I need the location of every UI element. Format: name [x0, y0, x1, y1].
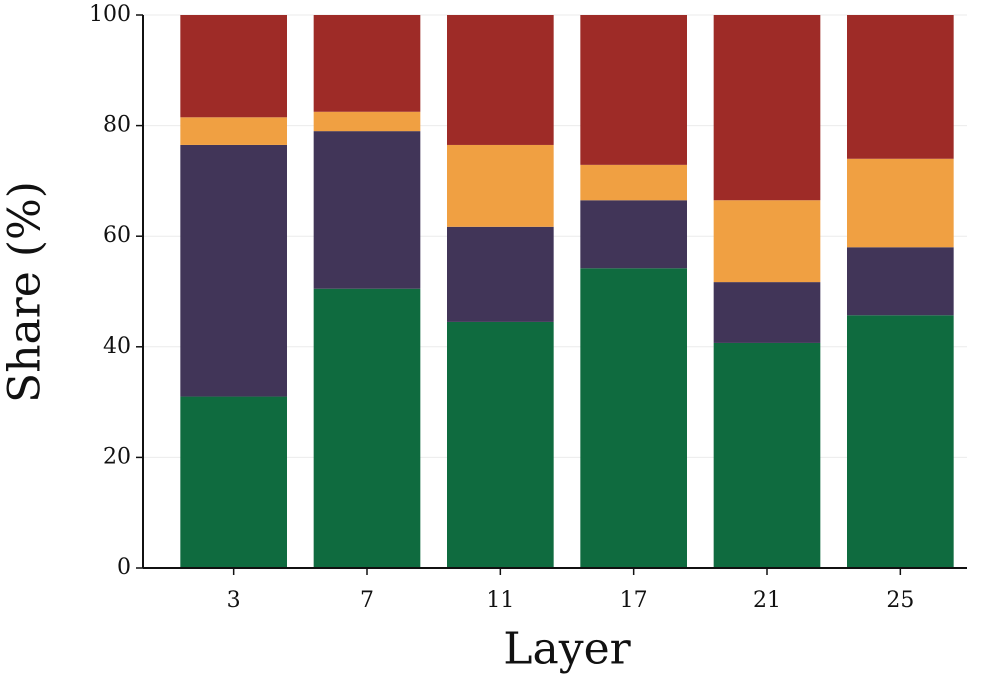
- x-tick-label: 21: [753, 588, 781, 613]
- bar-segment: [580, 164, 687, 201]
- y-tick-label: 100: [89, 2, 131, 27]
- bar-segment: [447, 144, 554, 227]
- y-tick-label: 0: [117, 555, 131, 580]
- y-tick-label: 60: [103, 223, 131, 248]
- bar-segment: [847, 15, 954, 159]
- bar-segment: [847, 158, 954, 248]
- x-tick-label: 25: [886, 588, 914, 613]
- bar-segment: [580, 15, 687, 165]
- bar-segment: [713, 200, 821, 283]
- bar-segment: [313, 288, 421, 568]
- bar-segment: [447, 226, 554, 322]
- x-tick-label: 11: [486, 588, 514, 613]
- x-tick-label: 7: [360, 588, 374, 613]
- bar-segment: [447, 321, 554, 568]
- y-tick-label: 80: [103, 113, 131, 138]
- bar-segment: [713, 342, 821, 568]
- bar-segment: [580, 268, 687, 568]
- bar-segment: [580, 200, 687, 269]
- bar-segment: [313, 15, 421, 112]
- bar-segment: [180, 15, 287, 118]
- x-tick-label: 3: [227, 588, 241, 613]
- y-tick-label: 20: [103, 444, 131, 469]
- bar-segment: [713, 15, 821, 201]
- bar-segment: [847, 247, 954, 316]
- bar-segment: [313, 131, 421, 289]
- x-tick-label: 17: [620, 588, 648, 613]
- bar-segment: [180, 396, 287, 568]
- bar-segment: [180, 117, 287, 145]
- bar-segment: [447, 15, 554, 145]
- y-axis-title: Share (%): [0, 181, 51, 403]
- bar-segment: [313, 111, 421, 132]
- bar-segment: [713, 282, 821, 343]
- y-tick-label: 40: [103, 334, 131, 359]
- x-axis-title: Layer: [503, 624, 631, 675]
- bar-segment: [847, 315, 954, 568]
- bar-segment: [180, 144, 287, 397]
